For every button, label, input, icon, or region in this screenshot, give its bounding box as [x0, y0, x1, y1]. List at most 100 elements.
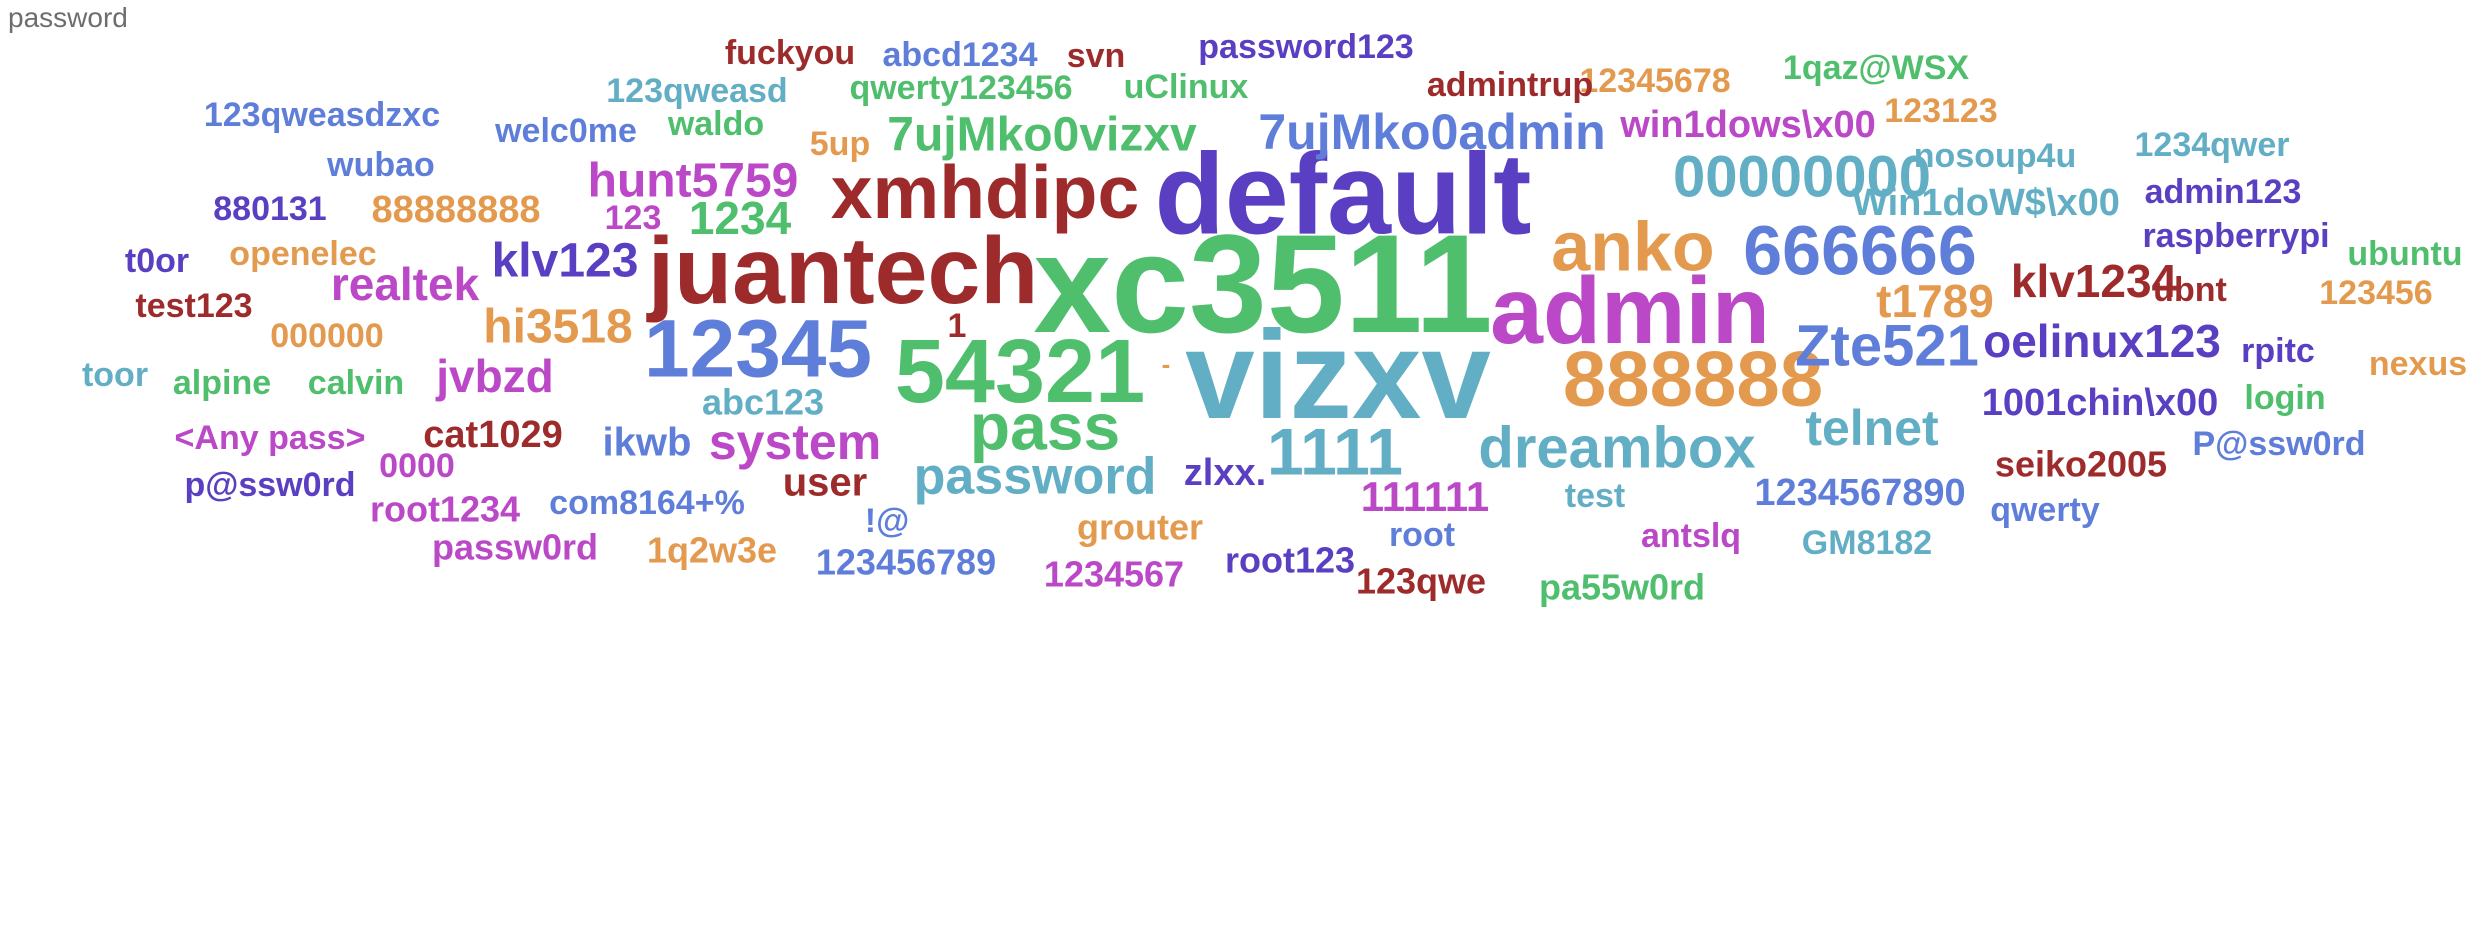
- word-7: 888888: [1563, 335, 1823, 423]
- word-2: default: [1155, 130, 1532, 258]
- word-57: root: [1389, 516, 1455, 554]
- word-49: 1q2w3e: [647, 530, 777, 571]
- word-28: klv1234: [2011, 255, 2178, 307]
- word-58: antslq: [1641, 517, 1741, 555]
- word-33: win1dows\x00: [1619, 104, 1876, 146]
- word-89: t0or: [125, 242, 189, 280]
- word-90: openelec: [229, 235, 376, 273]
- word-27: jvbzd: [435, 350, 554, 402]
- word-37: 1001chin\x00: [1982, 382, 2219, 424]
- word-1: vizxv: [1185, 306, 1491, 445]
- word-92: 000000: [270, 317, 383, 355]
- word-8: xmhdipc: [831, 150, 1139, 234]
- word-4: juantech: [646, 218, 1039, 324]
- word-87: 880131: [213, 190, 326, 228]
- word-59: GM8182: [1802, 524, 1932, 562]
- word-94: toor: [82, 356, 148, 394]
- word-46: grouter: [1077, 507, 1203, 548]
- word-54: <Any pass>: [175, 419, 366, 457]
- word-36: 1234567890: [1754, 472, 1965, 514]
- word-38: zlxx.: [1184, 452, 1266, 494]
- word-40: seiko2005: [1995, 444, 2167, 485]
- word-98: -: [1162, 349, 1171, 379]
- word-77: abcd1234: [883, 36, 1038, 74]
- word-22: hunt5759: [588, 155, 799, 208]
- word-88: 123: [605, 199, 662, 237]
- word-85: 5up: [810, 125, 870, 163]
- word-5: 54321: [895, 322, 1145, 422]
- word-32: user: [783, 461, 868, 505]
- word-29: realtek: [331, 258, 480, 310]
- word-24: oelinux123: [1983, 315, 2221, 367]
- word-19: telnet: [1805, 400, 1939, 456]
- panel-title: password: [8, 2, 128, 33]
- word-13: 00000000: [1673, 144, 1931, 209]
- word-21: hi3518: [483, 301, 632, 354]
- word-81: 123qweasd: [606, 72, 787, 110]
- word-44: 123qwe: [1356, 561, 1486, 602]
- word-86: wubao: [326, 146, 435, 184]
- word-72: 12345678: [1579, 62, 1730, 100]
- word-9: anko: [1551, 207, 1714, 285]
- word-50: abc123: [702, 382, 824, 423]
- word-16: password: [914, 448, 1157, 506]
- word-41: 123456789: [816, 542, 996, 583]
- word-60: qwerty: [1990, 491, 2100, 529]
- word-61: login: [2244, 379, 2325, 417]
- word-52: p@ssw0rd: [184, 466, 355, 504]
- word-12: 1111: [1267, 414, 1403, 488]
- word-84: waldo: [667, 105, 764, 143]
- word-97: !@: [865, 502, 909, 540]
- word-35: cat1029: [423, 414, 562, 456]
- word-30: 111111: [1361, 473, 1490, 520]
- word-45: pa55w0rd: [1539, 567, 1705, 608]
- word-65: ubnt: [2153, 271, 2227, 309]
- word-15: Zte521: [1795, 313, 1979, 378]
- word-76: svn: [1067, 37, 1126, 75]
- word-47: root1234: [370, 489, 520, 530]
- word-95: alpine: [173, 364, 271, 402]
- word-79: qwerty123456: [849, 69, 1072, 107]
- word-55: 0000: [379, 447, 455, 485]
- word-43: root123: [1225, 540, 1355, 581]
- word-10: 666666: [1743, 211, 1977, 289]
- word-18: system: [709, 414, 881, 470]
- word-31: ikwb: [603, 421, 692, 465]
- word-56: test: [1565, 477, 1625, 515]
- word-42: 1234567: [1044, 554, 1184, 595]
- word-14: dreambox: [1478, 415, 1755, 480]
- word-96: calvin: [308, 364, 404, 402]
- word-64: 123456: [2319, 274, 2432, 312]
- word-0: xc3511: [1033, 205, 1492, 362]
- word-26: 1234: [689, 192, 792, 244]
- word-71: 123123: [1884, 92, 1997, 130]
- word-66: ubuntu: [2347, 235, 2462, 273]
- word-20: 7ujMko0vizxv: [887, 109, 1197, 162]
- word-80: uClinux: [1124, 68, 1249, 106]
- word-62: nexus: [2369, 345, 2467, 383]
- word-68: admin123: [2145, 173, 2302, 211]
- word-67: raspberrypi: [2142, 217, 2329, 255]
- word-34: Win1doW$\x00: [1852, 182, 2120, 224]
- word-73: 1qaz@WSX: [1783, 49, 1970, 87]
- word-78: fuckyou: [725, 34, 855, 72]
- word-3: admin: [1490, 258, 1770, 364]
- word-75: password123: [1198, 28, 1413, 66]
- word-23: klv123: [492, 235, 639, 288]
- word-11: pass: [970, 389, 1120, 463]
- word-83: welc0me: [494, 112, 637, 150]
- word-82: 123qweasdzxc: [204, 96, 440, 134]
- word-93: 1: [948, 307, 967, 345]
- word-69: 1234qwer: [2135, 126, 2290, 164]
- word-74: admintrup: [1427, 66, 1593, 104]
- word-39: 88888888: [371, 189, 540, 231]
- word-48: passw0rd: [432, 527, 598, 568]
- word-63: rpitc: [2241, 332, 2315, 370]
- word-51: com8164+%: [549, 484, 745, 522]
- word-91: test123: [135, 287, 252, 325]
- word-53: P@ssw0rd: [2192, 425, 2365, 463]
- word-70: nosoup4u: [1914, 137, 2076, 175]
- word-25: t1789: [1876, 275, 1994, 327]
- word-6: 12345: [644, 304, 872, 395]
